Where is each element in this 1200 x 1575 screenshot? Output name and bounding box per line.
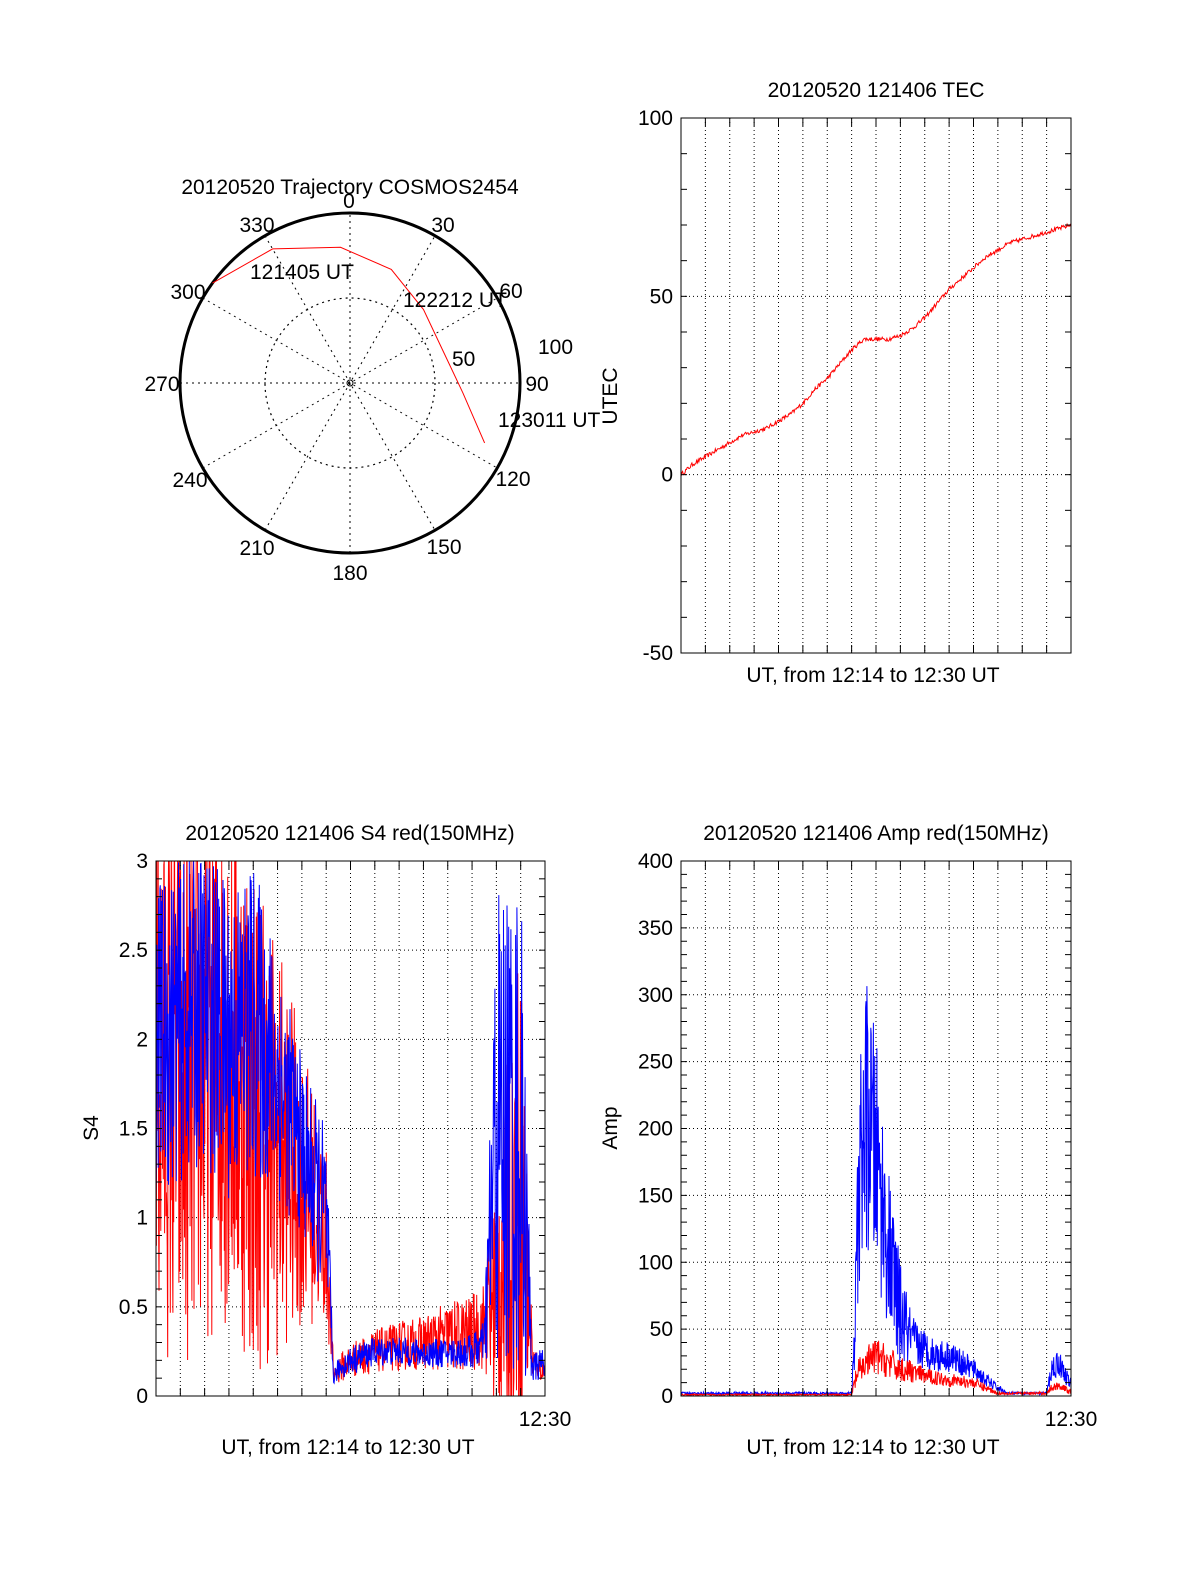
- y-tick-label: 50: [650, 1318, 673, 1341]
- polar-azimuth-tick-label: 240: [172, 469, 207, 492]
- y-tick-label: 350: [638, 917, 673, 940]
- tec-xlabel: UT, from 12:14 to 12:30 UT: [746, 664, 999, 687]
- amp-y-tick-labels: 400 350 300 250 200 150 100 50 0: [638, 850, 673, 1408]
- y-tick-label: 300: [638, 984, 673, 1007]
- tec-chart: 20120520 121406 TEC 100 50 0 -50 UT, from 1…: [599, 79, 1072, 687]
- amp-minor-ticks: [680, 860, 1072, 1397]
- y-tick-label: 400: [638, 850, 673, 873]
- trajectory-label-start: 121405 UT: [250, 261, 354, 284]
- polar-grid: [178, 211, 522, 555]
- amp-title: 20120520 121406 Amp red(150MHz): [703, 822, 1049, 845]
- polar-azimuth-tick-label: 330: [239, 214, 274, 237]
- polar-azimuth-tick-label: 60: [499, 280, 522, 303]
- series-line: [681, 1340, 1071, 1396]
- polar-azimuth-tick-label: 150: [426, 536, 461, 559]
- s4-xlabel: UT, from 12:14 to 12:30 UT: [221, 1436, 474, 1459]
- trajectory-line: [212, 246, 486, 444]
- trajectory-label-end: 123011 UT: [498, 409, 601, 432]
- y-tick-label: 2.5: [119, 939, 148, 962]
- y-tick-label: 200: [638, 1118, 673, 1141]
- y-tick-label: 100: [638, 107, 673, 130]
- tec-minor-ticks: [680, 117, 1072, 654]
- y-tick-label: 100: [638, 1251, 673, 1274]
- y-tick-label: 0: [661, 1385, 673, 1408]
- y-tick-label: 1: [136, 1207, 148, 1230]
- polar-azimuth-tick-label: 30: [431, 214, 454, 237]
- trajectory-label-mid: 122212 UT: [403, 289, 507, 312]
- amp-ylabel: Amp: [599, 1106, 622, 1149]
- polar-azimuth-tick-labels: 0 30 60 90 120 150 180 210 240 270 300 330: [144, 190, 548, 585]
- polar-azimuth-tick-label: 300: [170, 281, 205, 304]
- y-tick-label: 0: [661, 464, 673, 487]
- s4-ylabel: S4: [80, 1115, 103, 1141]
- y-tick-label: 3: [136, 850, 148, 873]
- polar-trajectory-chart: 20120520 Trajectory COSMOS2454 0 30 60 90 12…: [144, 176, 600, 585]
- polar-elevation-tick-label: 100: [538, 336, 573, 359]
- polar-title: 20120520 Trajectory COSMOS2454: [181, 176, 519, 199]
- tec-grid: [681, 118, 1071, 653]
- polar-azimuth-tick-label: 0: [343, 190, 355, 213]
- amp-chart: 20120520 121406 Amp red(150MHz) 400 350 30…: [599, 822, 1097, 1459]
- polar-azimuth-tick-label: 210: [239, 537, 274, 560]
- y-tick-label: 1.5: [119, 1118, 148, 1141]
- tec-series: [681, 222, 1071, 477]
- s4-xtick-end: 12:30: [519, 1408, 572, 1431]
- y-tick-label: 150: [638, 1184, 673, 1207]
- amp-xtick-end: 12:30: [1045, 1408, 1098, 1431]
- s4-chart: 20120520 121406 S4 red(150MHz) 3 2.5 2 1.5 1…: [80, 822, 571, 1459]
- series-line: [681, 986, 1071, 1396]
- tec-ylabel: UTEC: [599, 367, 622, 424]
- y-tick-label: 0.5: [119, 1296, 148, 1319]
- y-tick-label: 2: [136, 1028, 148, 1051]
- s4-y-tick-labels: 3 2.5 2 1.5 1 0.5 0: [119, 850, 148, 1408]
- y-tick-label: 50: [650, 285, 673, 308]
- polar-azimuth-tick-label: 120: [495, 468, 530, 491]
- series-line: [156, 861, 545, 1385]
- s4-series: [156, 861, 545, 1396]
- amp-grid: [681, 861, 1071, 1396]
- y-tick-label: 0: [136, 1385, 148, 1408]
- amp-series: [681, 986, 1071, 1396]
- amp-xlabel: UT, from 12:14 to 12:30 UT: [746, 1436, 999, 1459]
- polar-azimuth-tick-label: 90: [525, 373, 548, 396]
- y-tick-label: 250: [638, 1051, 673, 1074]
- polar-azimuth-tick-label: 180: [332, 562, 367, 585]
- s4-minor-ticks: [155, 860, 546, 1397]
- polar-spoke: [264, 235, 436, 531]
- polar-azimuth-tick-label: 270: [144, 373, 179, 396]
- s4-title: 20120520 121406 S4 red(150MHz): [185, 822, 514, 845]
- polar-center: [346, 379, 354, 387]
- tec-y-tick-labels: 100 50 0 -50: [638, 107, 673, 665]
- polar-elevation-tick-label: 50: [452, 348, 475, 371]
- series-line: [681, 222, 1071, 477]
- tec-title: 20120520 121406 TEC: [768, 79, 985, 102]
- y-tick-label: -50: [643, 642, 673, 665]
